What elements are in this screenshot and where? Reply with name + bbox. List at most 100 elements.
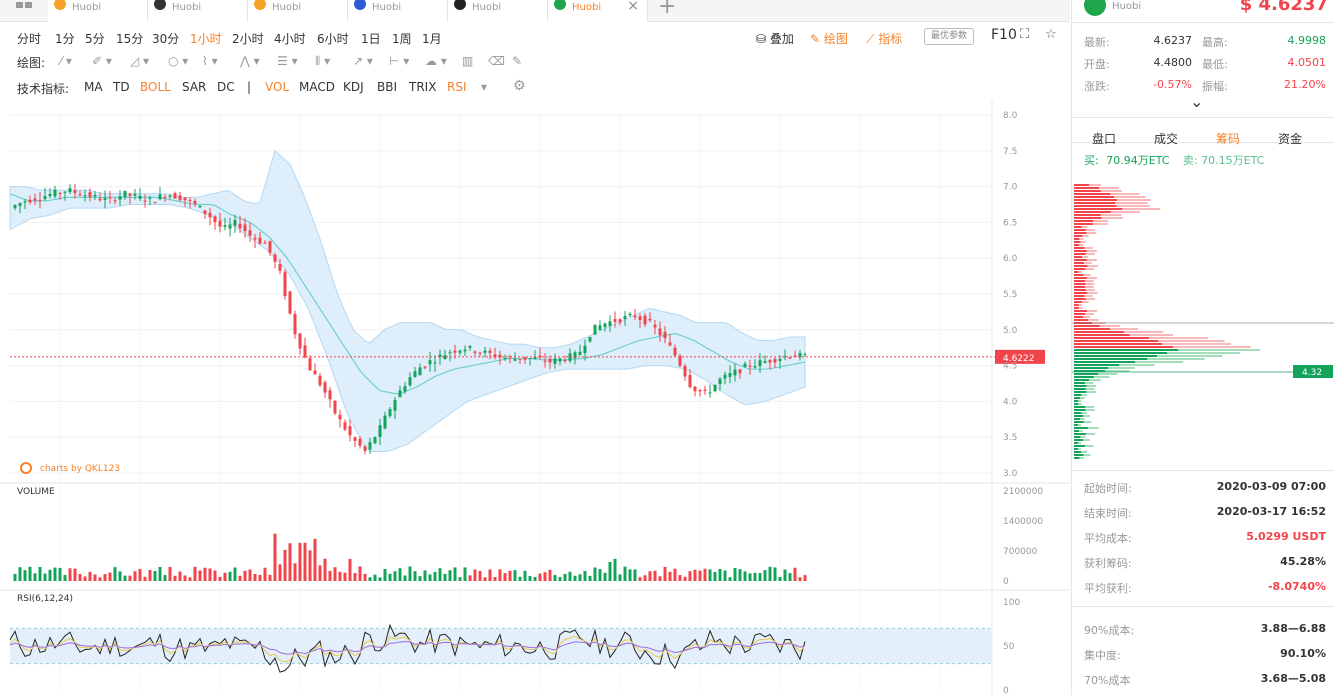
candle-body: [433, 362, 437, 364]
market-tab[interactable]: Huobi: [448, 0, 548, 22]
volume-bar: [253, 573, 257, 581]
volume-bar: [613, 558, 617, 581]
volume-bar: [63, 574, 67, 581]
market-tab[interactable]: Huobi: [148, 0, 248, 22]
bar-chart-tool-icon[interactable]: ▥: [462, 54, 474, 68]
chip-bar: [1074, 454, 1084, 456]
coin-icon: [154, 0, 166, 10]
candle-body: [603, 323, 607, 328]
interval-button[interactable]: 1周: [392, 32, 412, 46]
indicator-toggle[interactable]: KDJ: [343, 80, 364, 94]
rsi-axis-tick: 50: [1003, 642, 1015, 652]
panel-tab[interactable]: 成交: [1153, 132, 1178, 146]
settings-gear-icon[interactable]: ⚙: [513, 78, 526, 94]
tab-exchange-label: Huobi: [272, 2, 302, 13]
candle-body: [213, 216, 217, 223]
wave-tool-icon[interactable]: ⌇ ▾: [202, 54, 218, 68]
triangle-tool-icon[interactable]: ◿ ▾: [130, 54, 150, 68]
draw-button[interactable]: ✎ 绘图: [810, 30, 848, 47]
parallel-tool-icon[interactable]: ⦀ ▾: [315, 54, 331, 68]
interval-button[interactable]: 2小时: [232, 32, 264, 46]
circle-tool-icon[interactable]: ○ ▾: [168, 54, 189, 68]
current-price: $ 4.6237: [1239, 0, 1328, 15]
rsi-axis-tick: 100: [1003, 598, 1020, 608]
layout-grid-icon[interactable]: [16, 0, 34, 8]
chip-bar: [1074, 427, 1088, 429]
arrow-tool-icon[interactable]: ↗ ▾: [353, 54, 373, 68]
fibonacci-tool-icon[interactable]: ☰ ▾: [277, 54, 298, 68]
fullscreen-icon[interactable]: ⛶: [1020, 27, 1030, 42]
market-tab[interactable]: Huobi: [248, 0, 348, 22]
interval-button[interactable]: 15分: [116, 32, 144, 46]
chip-bar: [1074, 442, 1078, 444]
indicator-toggle[interactable]: RSI: [447, 80, 467, 94]
stat-value: 4.9998: [1287, 34, 1327, 47]
candle-body: [423, 366, 427, 368]
volume-bar: [708, 569, 712, 581]
interval-button[interactable]: 5分: [85, 32, 105, 46]
indicator-toggle[interactable]: SAR: [182, 80, 207, 94]
candle-body: [533, 357, 537, 359]
candle-body: [698, 389, 702, 392]
interval-button[interactable]: 1月: [422, 32, 442, 46]
candle-body: [398, 390, 402, 398]
star-icon[interactable]: ☆: [1045, 27, 1057, 42]
candle-body: [188, 199, 192, 201]
line-tool-icon[interactable]: ⁄ ▾: [60, 54, 72, 68]
indicator-toggle[interactable]: TRIX: [409, 80, 437, 94]
candle-body: [448, 352, 452, 354]
panel-tab[interactable]: 筹码: [1215, 132, 1240, 146]
indicator-toggle[interactable]: MACD: [299, 80, 335, 94]
volume-bar: [233, 567, 237, 581]
f10-button[interactable]: F10: [991, 27, 1017, 43]
interval-button[interactable]: 4小时: [274, 32, 306, 46]
add-tab-button[interactable]: +: [658, 0, 677, 19]
best-params-button[interactable]: 最优参数: [924, 28, 975, 45]
eraser-icon[interactable]: ✎: [512, 54, 523, 68]
volume-bar: [378, 577, 382, 581]
chip-bar: [1074, 274, 1084, 276]
interval-button[interactable]: 30分: [152, 32, 180, 46]
volume-bar: [583, 570, 587, 581]
comment-tool-icon[interactable]: ☁ ▾: [425, 54, 447, 68]
candle-body: [358, 438, 362, 446]
volume-bar: [593, 567, 597, 581]
chip-bar: [1074, 376, 1094, 378]
indicator-toggle[interactable]: MA: [84, 80, 103, 94]
measure-tool-icon[interactable]: ⊢ ▾: [389, 54, 410, 68]
candle-body: [753, 365, 757, 368]
volume-bar: [248, 569, 252, 581]
interval-button[interactable]: 分时: [17, 32, 42, 46]
indicator-button[interactable]: ⟋ 指标: [866, 30, 902, 47]
indicator-toggle[interactable]: BBI: [377, 80, 398, 94]
market-tab[interactable]: Huobi: [348, 0, 448, 22]
volume-bar: [403, 575, 407, 581]
overlay-button[interactable]: ⛁ 叠加: [756, 30, 794, 47]
price-chart[interactable]: 4.6222 8.0 7.5 7.0 6.5 6.0 5.5 5.0 4.5 4.0 3.5 3.0 c…: [0, 100, 1070, 695]
indicator-toggle[interactable]: BOLL: [140, 80, 171, 94]
pattern-tool-icon[interactable]: ⋀ ▾: [240, 54, 260, 68]
panel-tab[interactable]: 资金: [1277, 132, 1302, 146]
indicator-toggle[interactable]: VOL: [265, 80, 290, 94]
volume-bar: [433, 571, 437, 581]
indicator-toggle[interactable]: DC: [217, 80, 235, 94]
trash-icon[interactable]: ⌫: [488, 54, 505, 68]
volume-bar: [13, 573, 17, 581]
market-tab[interactable]: Huobi ×: [548, 0, 648, 22]
interval-button[interactable]: 1分: [55, 32, 75, 46]
interval-button[interactable]: 1小时: [190, 32, 222, 46]
market-tab[interactable]: Huobi: [48, 0, 148, 22]
pen-tool-icon[interactable]: ✐ ▾: [92, 54, 112, 68]
volume-bar: [388, 573, 392, 581]
interval-button[interactable]: 1日: [361, 32, 381, 46]
volume-bar: [643, 575, 647, 581]
expand-chevron-icon[interactable]: ⌄: [1190, 92, 1204, 111]
indicator-toggle[interactable]: TD: [113, 80, 130, 94]
panel-tab[interactable]: 盘口: [1091, 132, 1116, 146]
more-indicators-dropdown[interactable]: ▾: [481, 80, 488, 94]
volume-bar: [243, 570, 247, 581]
interval-button[interactable]: 6小时: [317, 32, 349, 46]
chip-bar: [1074, 328, 1110, 330]
candle-body: [678, 355, 682, 366]
close-tab-icon[interactable]: ×: [627, 0, 639, 14]
